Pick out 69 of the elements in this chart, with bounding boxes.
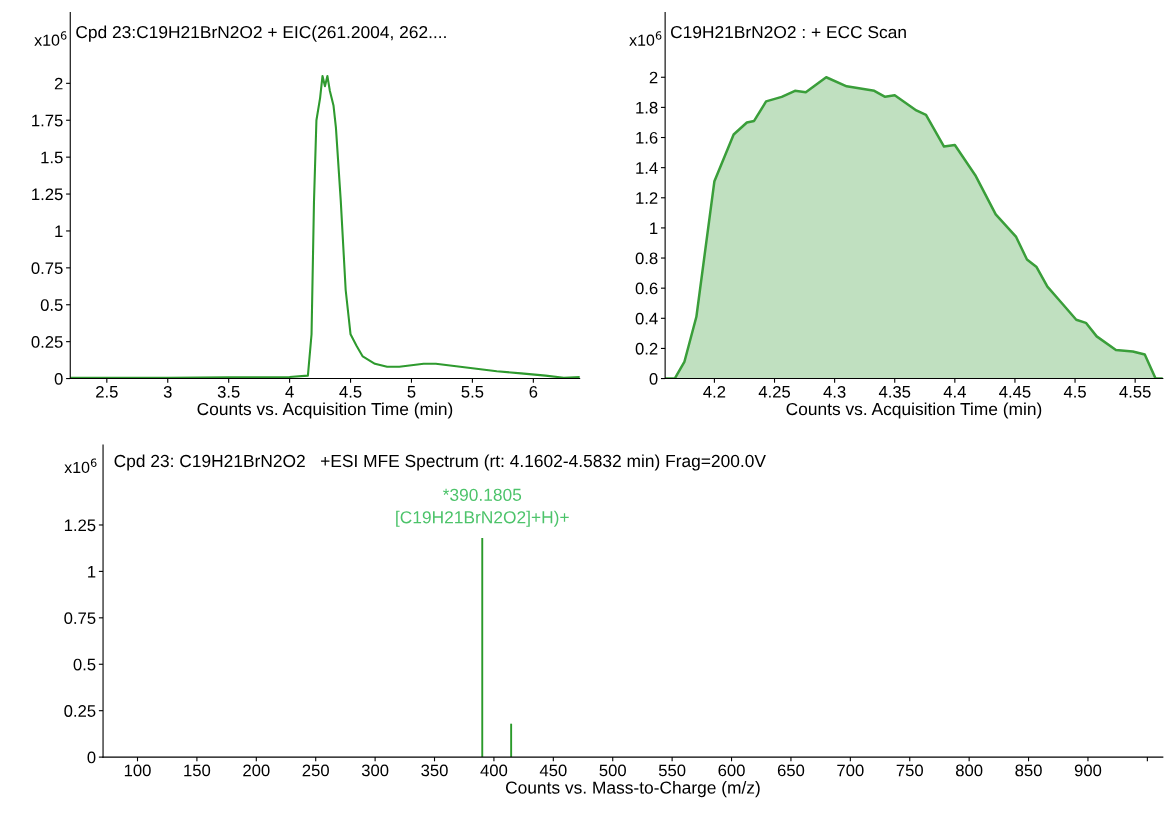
y-tick-label: 1.75 [32,114,63,127]
x-tick-label: 4.5 [1063,386,1086,398]
x-tick-label: 550 [658,764,686,777]
x-tick-label: 650 [777,764,805,777]
x-tick-label: 600 [718,764,745,777]
y-tick-label: 0.25 [31,336,63,348]
x-tick-label: 350 [421,764,448,777]
y-tick-label: 1.4 [636,162,658,174]
annotation: *390.1805 [C19H21BrN2O2]+H)+ [396,488,569,527]
x-tick-label: 4.2 [703,385,726,398]
y-axis-title: x10$^{6}$ [629,31,662,46]
x-tick-label: 250 [302,764,329,777]
x-tick-label: 850 [1015,764,1042,777]
x-tick-label: 4.5 [339,386,362,398]
x-tick-label: 3.5 [217,385,240,398]
x-tick-label: 4 [285,386,294,398]
y-tick-label: 0.4 [635,312,658,325]
chart-title: Cpd 23: C19H21BrN2O2 +ESI MFE Spectrum (rt: 4.1602-4.5832 min) Frag=200.0V [114,454,766,471]
x-axis-title: Counts vs. Acquisition Time (min) [197,402,453,419]
x-tick-label: 4.25 [758,385,791,398]
y-tick-label: 0.8 [635,252,658,265]
x-tick-label: 5.5 [461,386,484,398]
y-tick-label: 1.5 [41,151,63,164]
x-tick-label: 4.4 [943,386,966,398]
x-tick-label: 4.35 [878,385,911,398]
y-tick-label: 2 [54,77,63,90]
x-tick-label: 200 [243,764,270,777]
y-axis-title: x10$^{6}$ [64,458,97,474]
x-tick-label: 6 [529,385,538,398]
x-tick-label: 4.3 [823,385,846,398]
x-axis-title: Counts vs. Acquisition Time (min) [786,402,1042,419]
y-tick-label: 0.25 [64,705,96,717]
x-tick-label: 450 [539,764,567,777]
x-tick-label: 150 [184,764,211,777]
y-tick-label: 0 [649,372,658,385]
x-tick-label: 4.45 [999,386,1031,398]
y-axis-title: x10$^{6}$ [34,31,67,46]
x-tick-label: 500 [599,764,626,777]
y-tick-label: 1.25 [32,188,63,201]
y-tick-label: 2 [649,71,658,84]
x-tick-label: 300 [361,764,389,777]
y-tick-label: 0.2 [635,342,658,355]
x-axis-title: Counts vs. Mass-to-Charge (m/z) [505,780,760,798]
y-tick-label: 1.2 [636,192,658,204]
x-tick-label: 5 [407,386,416,398]
text: Cpd 23:C19H21BrN2O2 + EIC(261.2004, 262.... [76,25,446,42]
y-tick-label: 0 [54,372,63,385]
x-tick-label: 3 [163,385,172,398]
x-tick-label: 2.5 [96,385,118,398]
x-tick-label: 750 [896,764,923,777]
y-tick-label: 0.6 [635,282,658,295]
y-tick-label: 0.5 [40,299,63,311]
x-tick-label: 100 [124,764,151,777]
y-tick-label: 0.75 [64,612,96,625]
y-tick-label: 0 [87,751,96,764]
x-tick-label: 400 [480,764,508,777]
y-tick-label: 1 [55,225,63,237]
y-tick-label: 0.5 [73,658,96,671]
y-tick-label: 1.8 [636,101,658,114]
x-tick-label: 800 [955,764,983,777]
text: C19H21BrN2O2 : + ECC Scan [670,25,906,39]
y-tick-label: 1 [88,565,96,578]
y-tick-label: 0.75 [31,262,63,275]
y-tick-label: 1.25 [64,519,96,532]
x-tick-label: 700 [837,764,864,777]
y-tick-label: 1.6 [636,131,658,144]
y-tick-label: 1 [650,222,658,234]
x-tick-label: 4.55 [1119,386,1151,398]
x-tick-label: 900 [1074,764,1102,777]
